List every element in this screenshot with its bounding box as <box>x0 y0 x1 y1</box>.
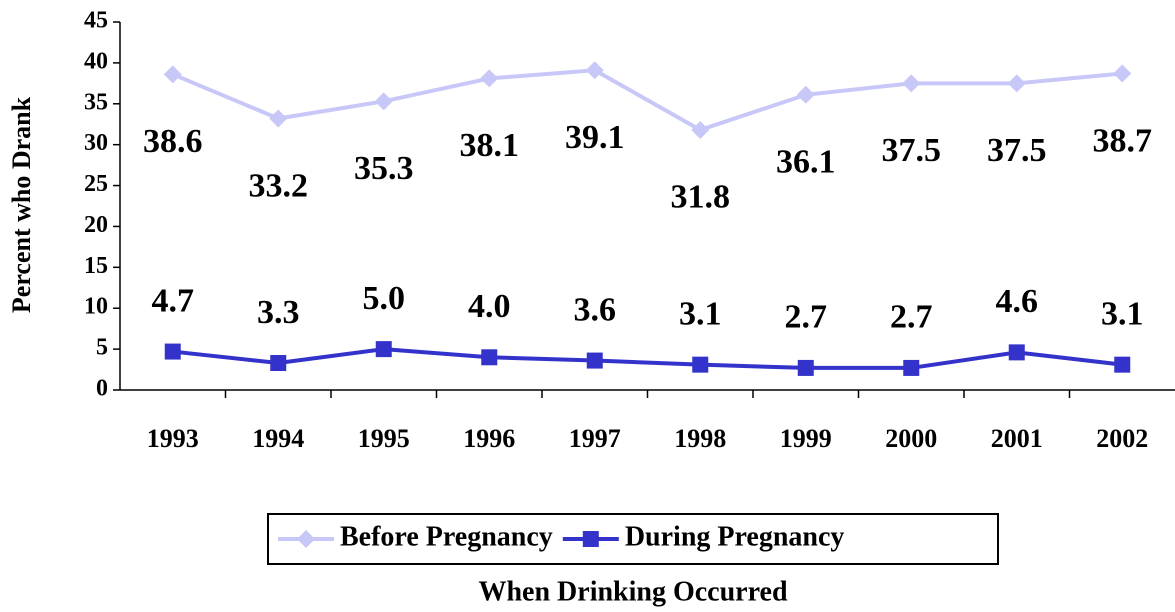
legend-label: During Pregnancy <box>625 521 845 552</box>
data-label: 38.7 <box>1093 122 1153 159</box>
data-point <box>692 356 709 373</box>
y-tick-label: 40 <box>84 48 108 74</box>
data-label: 37.5 <box>882 132 942 169</box>
legend-box <box>267 513 999 565</box>
y-axis-title: Percent who Drank <box>7 96 36 313</box>
y-tick-label: 30 <box>84 130 108 156</box>
data-label: 3.6 <box>574 291 617 328</box>
x-tick-label: 1994 <box>252 424 304 453</box>
data-label: 3.1 <box>1101 295 1144 332</box>
data-point <box>903 359 920 376</box>
legend-marker <box>582 531 599 547</box>
x-tick-label: 1997 <box>569 424 621 453</box>
y-tick-label: 15 <box>84 253 108 279</box>
x-tick-label: 2000 <box>885 424 937 453</box>
x-tick-label: 1999 <box>780 424 832 453</box>
data-label: 31.8 <box>671 179 731 216</box>
data-point <box>585 61 604 80</box>
data-point <box>1113 64 1132 83</box>
x-tick-label: 1993 <box>147 424 199 453</box>
x-tick-label: 2001 <box>991 424 1043 453</box>
data-point <box>1008 344 1025 361</box>
y-tick-label: 45 <box>84 8 108 34</box>
data-point <box>374 92 393 111</box>
x-tick-label: 1998 <box>674 424 726 453</box>
y-tick-label: 20 <box>84 212 108 238</box>
data-label: 4.7 <box>152 282 195 319</box>
series-line <box>171 68 1123 133</box>
y-tick-label: 35 <box>84 89 108 115</box>
data-point <box>270 355 287 372</box>
data-label: 3.1 <box>679 295 722 332</box>
data-point <box>902 74 921 93</box>
data-label: 35.3 <box>354 150 414 187</box>
legend-marker <box>297 530 315 548</box>
data-point <box>797 359 814 376</box>
y-tick-label: 10 <box>84 294 108 320</box>
data-label: 33.2 <box>249 167 309 204</box>
data-label: 2.7 <box>890 299 933 336</box>
data-point <box>481 349 498 366</box>
x-tick-label: 2002 <box>1096 424 1148 453</box>
x-axis-title: When Drinking Occurred <box>478 576 787 607</box>
data-label: 37.5 <box>987 132 1047 169</box>
data-point <box>691 120 710 139</box>
data-point <box>1007 74 1026 93</box>
x-tick-label: 1996 <box>463 424 515 453</box>
data-point <box>375 341 392 358</box>
data-label: 5.0 <box>363 280 406 317</box>
data-label: 4.0 <box>468 288 511 325</box>
x-tick-label: 1995 <box>358 424 410 453</box>
data-point <box>269 109 288 128</box>
data-label: 2.7 <box>785 299 828 336</box>
data-point <box>796 85 815 104</box>
data-label: 3.3 <box>257 294 300 331</box>
data-point <box>164 343 181 360</box>
data-point <box>1114 356 1131 373</box>
y-tick-label: 5 <box>96 335 108 361</box>
data-point <box>480 69 499 88</box>
data-label: 39.1 <box>565 119 625 156</box>
series-line <box>172 347 1123 370</box>
y-tick-label: 0 <box>96 376 108 402</box>
y-tick-label: 25 <box>84 171 108 197</box>
data-label: 38.1 <box>460 127 520 164</box>
data-label: 36.1 <box>776 144 836 181</box>
data-point <box>586 352 603 369</box>
legend-label: Before Pregnancy <box>340 521 553 552</box>
data-point <box>163 65 182 84</box>
data-label: 38.6 <box>143 123 203 160</box>
data-label: 4.6 <box>996 283 1039 320</box>
